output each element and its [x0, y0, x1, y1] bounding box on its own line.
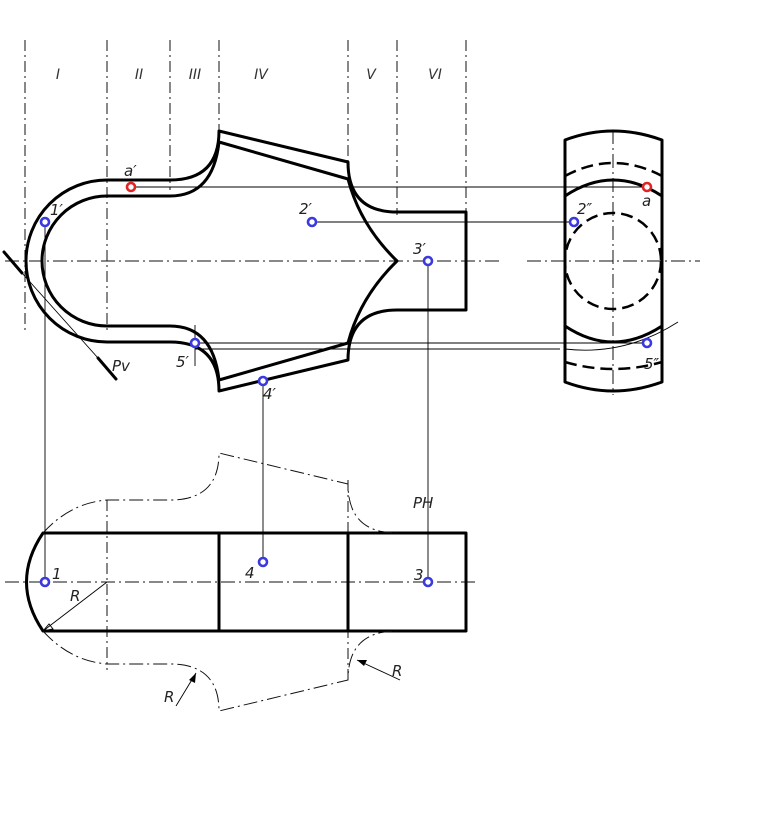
zone-label-1: I: [56, 67, 60, 83]
side-hidden-circle: [563, 211, 663, 311]
points: [39, 181, 653, 588]
point-labels: a′ a 1′ 2′ 2″ 3′ 4′ 5′ 5″ 1 4 3: [50, 162, 660, 584]
point-3-top: [422, 576, 434, 588]
top-view: R R R PH: [25, 452, 468, 712]
pv-label: Pv: [112, 357, 131, 375]
label-5-side: 5″: [644, 355, 660, 373]
point-2-side: [568, 216, 580, 228]
label-1-front: 1′: [50, 201, 64, 219]
label-4-front: 4′: [263, 385, 277, 403]
zone-label-4: IV: [254, 67, 269, 83]
radius-label-right: R: [392, 662, 402, 680]
cutting-plane-pv: Pv: [2, 250, 131, 381]
point-4-front: [257, 375, 269, 387]
top-construction-outline: [42, 452, 398, 534]
zone-label-3: III: [189, 67, 201, 83]
point-1-front: [39, 216, 51, 228]
point-2-front: [306, 216, 318, 228]
label-2-side: 2″: [577, 200, 593, 218]
radius-label-left: R: [70, 587, 80, 605]
front-view: [24, 129, 650, 582]
point-5-front: [189, 337, 201, 349]
point-3-front: [422, 255, 434, 267]
front-outer-contour: [24, 129, 468, 393]
zone-labels: I II III IV V VI: [56, 67, 442, 83]
label-2-front: 2′: [299, 200, 313, 218]
center-lines: [5, 130, 700, 583]
zone-label-2: II: [135, 67, 143, 83]
label-a-side: a: [642, 192, 651, 210]
side-outline: [563, 129, 664, 393]
side-lower-hidden-arc: [564, 360, 663, 371]
front-inner-contour: [40, 140, 399, 382]
point-a-front: [125, 181, 137, 193]
label-a-front: a′: [124, 162, 137, 180]
label-5-front: 5′: [176, 353, 190, 371]
point-5-side: [641, 337, 653, 349]
side-upper-hidden-arc: [564, 161, 663, 178]
zone-label-5: V: [366, 67, 377, 83]
radius-label-bottom: R: [164, 688, 174, 706]
zone-label-6: VI: [428, 67, 442, 83]
point-1-top: [39, 576, 51, 588]
side-view: [563, 129, 679, 393]
point-4-top: [257, 556, 269, 568]
top-outer-contour: [25, 531, 468, 633]
label-4-top: 4: [245, 564, 255, 582]
ph-label: PH: [413, 494, 433, 512]
label-3-top: 3: [414, 566, 424, 584]
label-3-front: 3′: [413, 240, 427, 258]
label-1-top: 1: [52, 565, 62, 583]
side-upper-arc: [563, 178, 664, 198]
point-a-side: [641, 181, 653, 193]
side-lower-arc: [563, 324, 664, 344]
